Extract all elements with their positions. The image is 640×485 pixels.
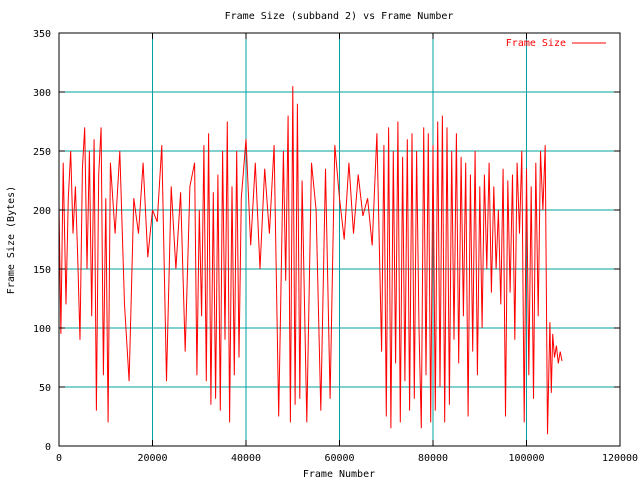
y-tick-label: 50: [39, 383, 51, 394]
x-axis-label: Frame Number: [303, 469, 375, 480]
x-tick-label: 120000: [602, 453, 638, 464]
y-tick-label: 200: [33, 206, 51, 217]
y-tick-label: 100: [33, 324, 51, 335]
y-tick-label: 300: [33, 88, 51, 99]
legend: Frame Size: [506, 38, 606, 49]
y-tick-label: 350: [33, 29, 51, 40]
series-line-frame-size: [58, 86, 563, 435]
grid: [59, 33, 620, 446]
series-layer: [58, 86, 563, 435]
chart-title: Frame Size (subband 2) vs Frame Number: [225, 11, 454, 22]
x-tick-label: 0: [56, 453, 62, 464]
legend-label: Frame Size: [506, 38, 566, 49]
x-tick-label: 20000: [137, 453, 167, 464]
y-tick-label: 150: [33, 265, 51, 276]
y-axis-label: Frame Size (Bytes): [6, 186, 17, 294]
x-tick-label: 100000: [508, 453, 544, 464]
axis-ticks: 0 20000 40000 60000 80000 100000 120000 0 50 100 1…: [33, 29, 638, 464]
x-tick-label: 80000: [418, 453, 448, 464]
y-tick-label: 250: [33, 147, 51, 158]
x-tick-label: 40000: [231, 453, 261, 464]
y-tick-label: 0: [45, 442, 51, 453]
x-tick-label: 60000: [324, 453, 354, 464]
